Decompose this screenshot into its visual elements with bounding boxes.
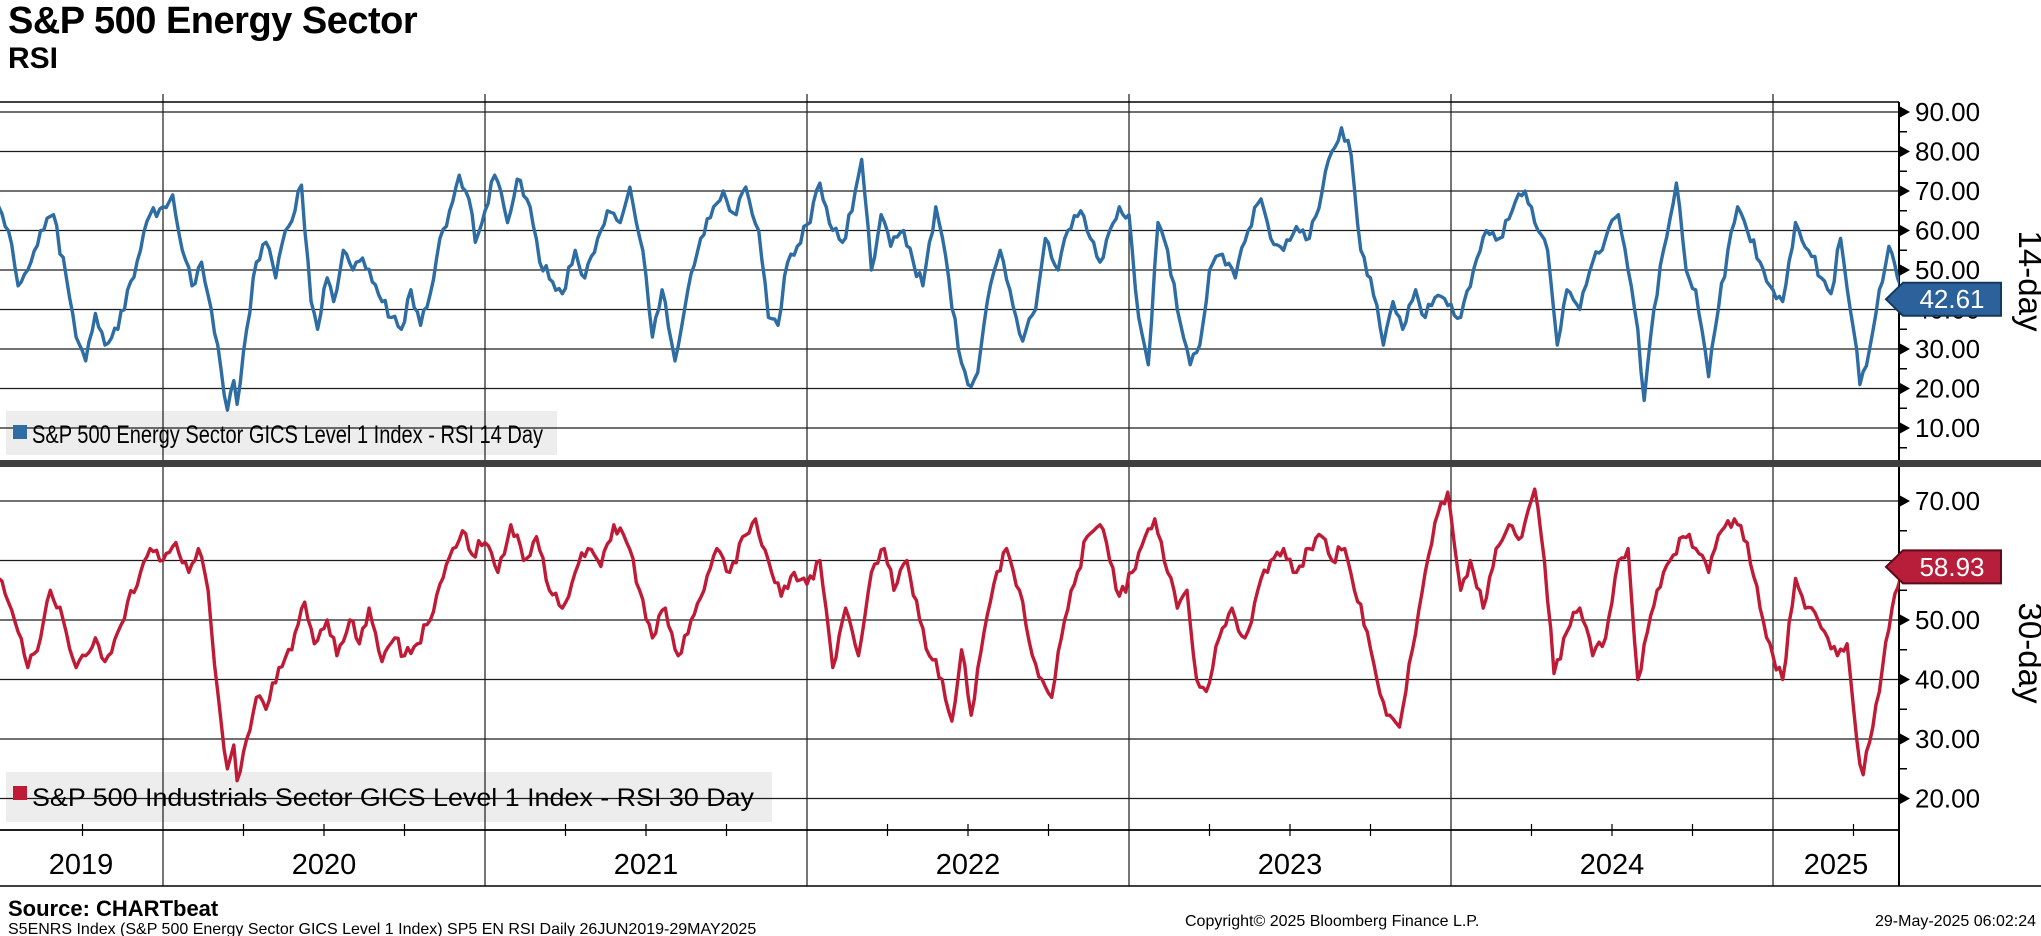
- tick-arrow-icon: [1900, 225, 1910, 236]
- legend-rsi14[interactable]: S&P 500 Energy Sector GICS Level 1 Index…: [13, 421, 543, 449]
- legend-swatch-icon: [13, 786, 27, 800]
- x-year-label: 2024: [1580, 849, 1645, 881]
- page-subtitle: RSI: [8, 42, 59, 75]
- tick-arrow-icon: [1900, 793, 1910, 804]
- badge-value: 42.61: [1919, 284, 1984, 314]
- legend-bg-rsi14: [6, 411, 557, 455]
- y-tick-label: 20.00: [1915, 784, 1980, 814]
- y-tick-label: 80.00: [1915, 137, 1980, 167]
- panel-divider: [0, 460, 2041, 467]
- rsi14-plot-area[interactable]: [0, 103, 1899, 459]
- y-tick-label: 50.00: [1915, 255, 1980, 285]
- tick-arrow-icon: [1900, 422, 1910, 434]
- source-label: Source: CHARTbeat: [8, 896, 219, 921]
- rsi30-plot-area[interactable]: [0, 468, 1899, 829]
- y-tick-label: 90.00: [1915, 97, 1980, 127]
- tick-arrow-icon: [1900, 343, 1910, 355]
- page-title: S&P 500 Energy Sector: [8, 0, 418, 42]
- x-year-label: 2021: [614, 849, 679, 881]
- tick-arrow-icon: [1900, 733, 1910, 745]
- x-year-label: 2022: [936, 849, 1001, 881]
- tick-arrow-icon: [1900, 674, 1910, 685]
- rsi14-series-line: [0, 126, 1899, 412]
- legend-label: S&P 500 Industrials Sector GICS Level 1 …: [32, 784, 755, 812]
- panel-side-label: 14-day: [2012, 231, 2041, 332]
- y-tick-label: 70.00: [1915, 486, 1980, 516]
- x-year-label: 2019: [49, 849, 114, 881]
- y-tick-label: 40.00: [1915, 665, 1980, 695]
- tick-arrow-icon: [1900, 614, 1910, 626]
- legend-bg-rsi30: [6, 772, 772, 822]
- rsi30-series-line: [0, 487, 1899, 783]
- y-tick-label: 10.00: [1915, 413, 1980, 443]
- x-year-label: 2023: [1258, 849, 1323, 881]
- timestamp: 29-May-2025 06:02:24: [1875, 913, 2036, 930]
- y-tick-label: 70.00: [1915, 176, 1980, 206]
- legend-rsi30[interactable]: S&P 500 Industrials Sector GICS Level 1 …: [13, 784, 755, 812]
- y-tick-label: 20.00: [1915, 374, 1980, 404]
- y-tick-label: 30.00: [1915, 334, 1980, 364]
- tick-arrow-icon: [1900, 106, 1910, 118]
- tick-arrow-icon: [1900, 383, 1910, 394]
- y-tick-label: 30.00: [1915, 724, 1980, 754]
- tick-arrow-icon: [1900, 264, 1910, 276]
- tick-arrow-icon: [1900, 185, 1910, 197]
- tick-arrow-icon: [1900, 495, 1910, 507]
- chart-description: S5ENRS Index (S&P 500 Energy Sector GICS…: [8, 921, 757, 936]
- last-value-badge-rsi14: [1884, 281, 2002, 317]
- badge-value: 58.93: [1919, 552, 1984, 582]
- y-tick-label: 60.00: [1915, 216, 1980, 246]
- x-year-label: 2025: [1804, 849, 1869, 881]
- legend-label: S&P 500 Energy Sector GICS Level 1 Index…: [32, 421, 543, 449]
- legend-swatch-icon: [13, 425, 27, 439]
- x-year-label: 2020: [292, 849, 357, 881]
- last-value-badge-rsi30: [1884, 549, 2002, 585]
- panel-side-label: 30-day: [2012, 603, 2041, 704]
- y-tick-label: 50.00: [1915, 605, 1980, 635]
- tick-arrow-icon: [1900, 146, 1910, 157]
- copyright-text: Copyright© 2025 Bloomberg Finance L.P.: [1185, 913, 1480, 930]
